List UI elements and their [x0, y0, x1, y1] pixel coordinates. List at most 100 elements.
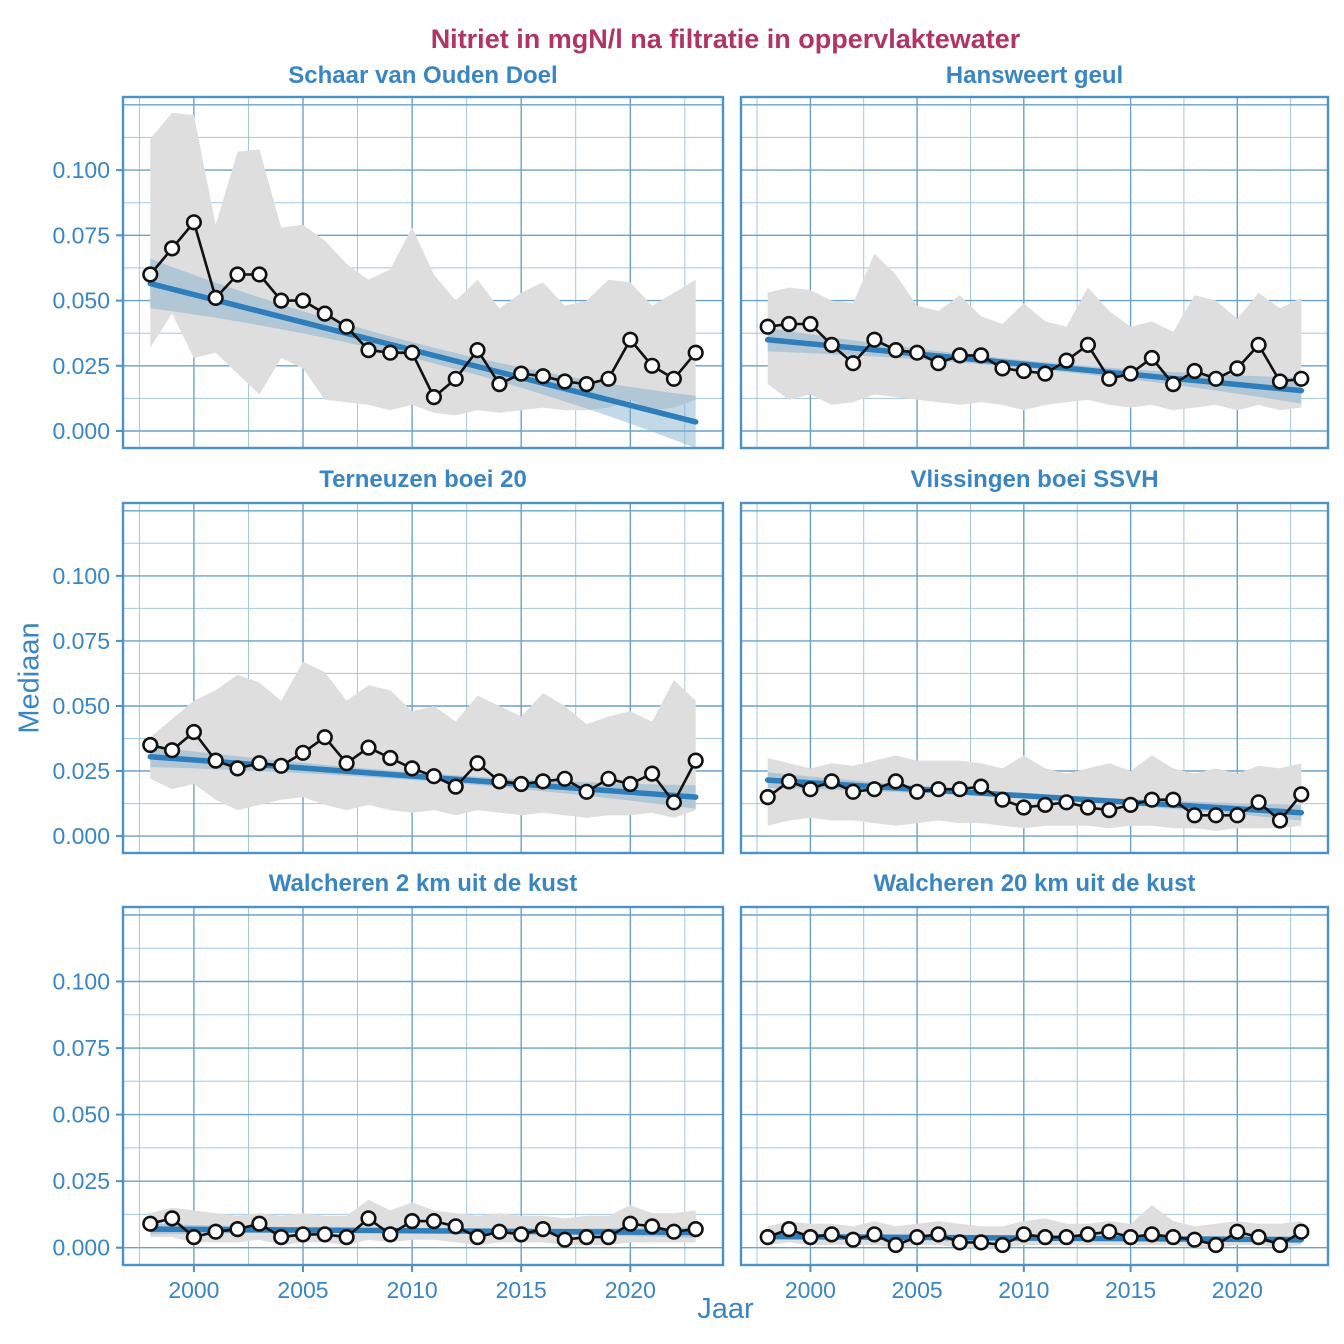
- data-point: [823, 336, 840, 354]
- data-point: [643, 765, 661, 782]
- data-point: [360, 342, 377, 359]
- panel-border: [739, 905, 1330, 1267]
- data-point: [1015, 1226, 1032, 1243]
- x-tick-label: 2005: [892, 1277, 943, 1303]
- data-point: [447, 370, 464, 387]
- data-point: [1079, 336, 1096, 354]
- data-point: [622, 775, 639, 793]
- data-point: [994, 360, 1011, 377]
- data-point: [251, 1215, 268, 1232]
- panel-3: [739, 501, 1330, 855]
- data-point: [780, 1220, 798, 1238]
- data-point: [1207, 1236, 1224, 1254]
- y-tick-label: 0.050: [52, 1102, 110, 1128]
- data-point: [1122, 1228, 1139, 1246]
- data-point: [930, 1226, 947, 1243]
- data-point: [1101, 370, 1118, 387]
- panel-title-hansweert-geul: Hansweert geul: [945, 62, 1124, 89]
- x-tick-label: 2015: [1105, 1277, 1156, 1303]
- data-point: [759, 788, 776, 806]
- data-point: [951, 1234, 968, 1251]
- data-point: [802, 781, 819, 798]
- data-point: [491, 773, 508, 790]
- data-point: [1122, 365, 1139, 382]
- data-point: [207, 752, 224, 769]
- data-point: [1207, 807, 1224, 824]
- data-point: [866, 1226, 883, 1243]
- data-point: [1101, 801, 1118, 819]
- data-point: [578, 783, 595, 800]
- data-point: [930, 781, 947, 798]
- panel-title-schaar-van-ouden-doel: Schaar van Ouden Doel: [288, 62, 558, 89]
- data-point: [908, 1228, 926, 1246]
- data-point: [491, 376, 508, 393]
- panel-border: [121, 95, 725, 450]
- x-tick-label: 2005: [277, 1277, 328, 1303]
- data-point: [294, 1226, 312, 1243]
- panel-title-vlissingen-boei-ssvh: Vlissingen boei SSVH: [910, 466, 1159, 493]
- data-point: [1122, 796, 1139, 814]
- data-point: [1186, 807, 1203, 824]
- y-tick-label: 0.075: [52, 1035, 110, 1061]
- data-point: [556, 373, 573, 390]
- data-point: [887, 1236, 904, 1254]
- data-point: [185, 1228, 202, 1246]
- data-point: [447, 1218, 464, 1235]
- data-point: [207, 1223, 224, 1240]
- y-tick-label: 0.100: [52, 157, 110, 183]
- data-point: [425, 768, 443, 785]
- data-point: [382, 1226, 399, 1243]
- data-point: [251, 755, 268, 772]
- data-point: [294, 292, 312, 309]
- data-point: [404, 344, 421, 361]
- data-point: [513, 365, 530, 382]
- data-point: [1101, 1223, 1118, 1240]
- y-tick-label: 0.000: [52, 418, 110, 444]
- gridlines-minor: [741, 907, 1328, 1265]
- data-point: [382, 344, 399, 361]
- data-point: [513, 1226, 530, 1243]
- y-axis-ticks: 0.000 0.025 0.050 0.075 0.100: [52, 563, 123, 849]
- data-point: [273, 1228, 290, 1246]
- y-tick-label: 0.025: [52, 353, 110, 379]
- data-point: [1271, 1236, 1289, 1254]
- data-point: [469, 755, 486, 772]
- median-points: [759, 773, 1310, 829]
- data-point: [759, 318, 776, 335]
- y-tick-label: 0.050: [52, 288, 110, 314]
- data-point: [142, 266, 159, 283]
- data-point: [665, 1223, 683, 1240]
- x-tick-label: 2010: [998, 1277, 1049, 1303]
- data-point: [802, 315, 819, 333]
- data-point: [316, 305, 333, 322]
- data-point: [887, 773, 904, 790]
- data-point: [382, 749, 399, 767]
- data-point: [1058, 1228, 1075, 1246]
- y-axis-ticks: 0.000 0.025 0.050 0.075 0.100: [52, 157, 123, 444]
- y-axis-ticks: 0.000 0.025 0.050 0.075 0.100: [52, 969, 123, 1261]
- panel-1: [739, 95, 1330, 450]
- data-point: [251, 266, 268, 283]
- x-tick-label: 2020: [1212, 1277, 1263, 1303]
- panel-0: 0.000 0.025 0.050 0.075 0.100: [52, 95, 725, 450]
- data-point: [1250, 336, 1267, 354]
- x-tick-label: 2000: [785, 1277, 836, 1303]
- data-point: [622, 331, 639, 348]
- data-point: [908, 344, 926, 361]
- data-point: [665, 794, 683, 811]
- data-point: [887, 342, 904, 359]
- y-tick-label: 0.025: [52, 758, 110, 784]
- data-point: [1037, 796, 1054, 814]
- data-point: [908, 783, 926, 800]
- data-point: [164, 240, 181, 257]
- panel-2: 0.000 0.025 0.050 0.075 0.100: [52, 501, 725, 855]
- y-tick-label: 0.025: [52, 1168, 110, 1194]
- data-point: [1186, 362, 1203, 380]
- data-point: [229, 1220, 246, 1238]
- data-point: [994, 791, 1011, 808]
- x-axis-ticks: 2000 2005 2010 2015 2020: [785, 1265, 1263, 1303]
- x-axis-title: Jaar: [697, 1293, 754, 1325]
- data-point: [534, 1220, 552, 1238]
